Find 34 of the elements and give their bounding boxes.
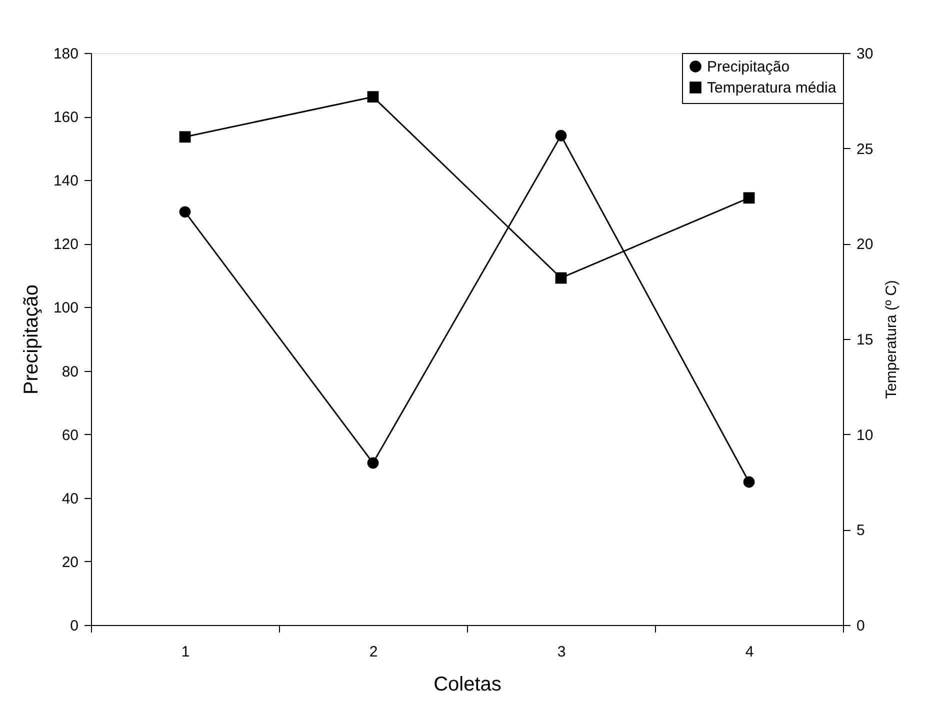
y-tick-label: 180 <box>53 46 78 62</box>
point <box>367 91 379 103</box>
y2-tick-label: 30 <box>856 46 874 62</box>
x-tick-label: 4 <box>745 644 754 660</box>
y2-tick-label: 20 <box>856 236 874 254</box>
legend-label: Temperatura média <box>707 80 837 96</box>
y2-tick-label: 10 <box>856 426 874 444</box>
x-axis-title: Coletas <box>434 674 502 696</box>
y-tick-label: 100 <box>53 300 78 317</box>
y-axis-title: Precipitação <box>20 284 42 395</box>
point <box>179 131 191 143</box>
y-tick-label: 140 <box>53 172 78 190</box>
y-tick-label: 20 <box>62 554 78 571</box>
y2-tick-label: 25 <box>856 140 874 158</box>
y2-axis-title: Temperatura (º C) <box>883 280 900 399</box>
y-tick-label: 120 <box>53 236 78 254</box>
y2-tick-label: 15 <box>856 332 874 348</box>
legend-label: Precipitação <box>707 58 790 76</box>
point <box>367 457 379 469</box>
x-tick-label: 3 <box>557 644 566 660</box>
y2-tick-label: 5 <box>856 522 865 540</box>
point <box>555 130 567 142</box>
y-tick-label: 160 <box>53 109 78 126</box>
point <box>555 272 567 284</box>
y-tick-label: 80 <box>62 363 78 380</box>
point <box>743 192 755 204</box>
y2-tick-label: 0 <box>856 618 865 634</box>
y-tick-label: 60 <box>62 426 78 444</box>
x-tick-label: 2 <box>369 644 378 660</box>
x-tick-label: 1 <box>181 644 190 660</box>
point <box>743 476 755 488</box>
point <box>179 206 191 218</box>
y-tick-label: 0 <box>70 618 78 634</box>
y-tick-label: 40 <box>62 490 78 508</box>
